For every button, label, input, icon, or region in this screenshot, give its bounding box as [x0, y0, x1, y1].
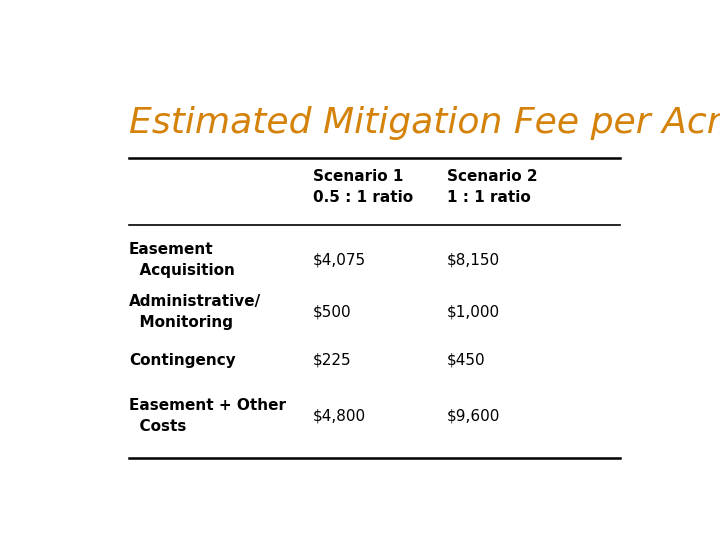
Text: Scenario 1
0.5 : 1 ratio: Scenario 1 0.5 : 1 ratio	[313, 170, 413, 205]
Text: $4,075: $4,075	[313, 253, 366, 268]
Text: $225: $225	[313, 353, 352, 368]
Text: Administrative/
  Monitoring: Administrative/ Monitoring	[129, 294, 261, 330]
Text: $4,800: $4,800	[313, 409, 366, 424]
Text: Estimated Mitigation Fee per Acre: Estimated Mitigation Fee per Acre	[129, 106, 720, 140]
Text: $450: $450	[447, 353, 486, 368]
Text: Contingency: Contingency	[129, 353, 236, 368]
Text: $9,600: $9,600	[447, 409, 500, 424]
Text: Scenario 2
1 : 1 ratio: Scenario 2 1 : 1 ratio	[447, 170, 538, 205]
Text: $1,000: $1,000	[447, 305, 500, 320]
Text: $500: $500	[313, 305, 352, 320]
Text: Easement + Other
  Costs: Easement + Other Costs	[129, 398, 286, 434]
Text: Easement
  Acquisition: Easement Acquisition	[129, 242, 235, 278]
Text: $8,150: $8,150	[447, 253, 500, 268]
